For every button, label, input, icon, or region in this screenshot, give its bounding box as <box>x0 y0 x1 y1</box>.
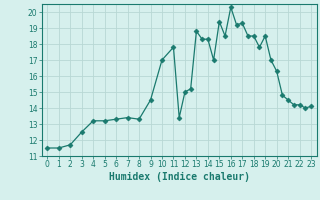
X-axis label: Humidex (Indice chaleur): Humidex (Indice chaleur) <box>109 172 250 182</box>
